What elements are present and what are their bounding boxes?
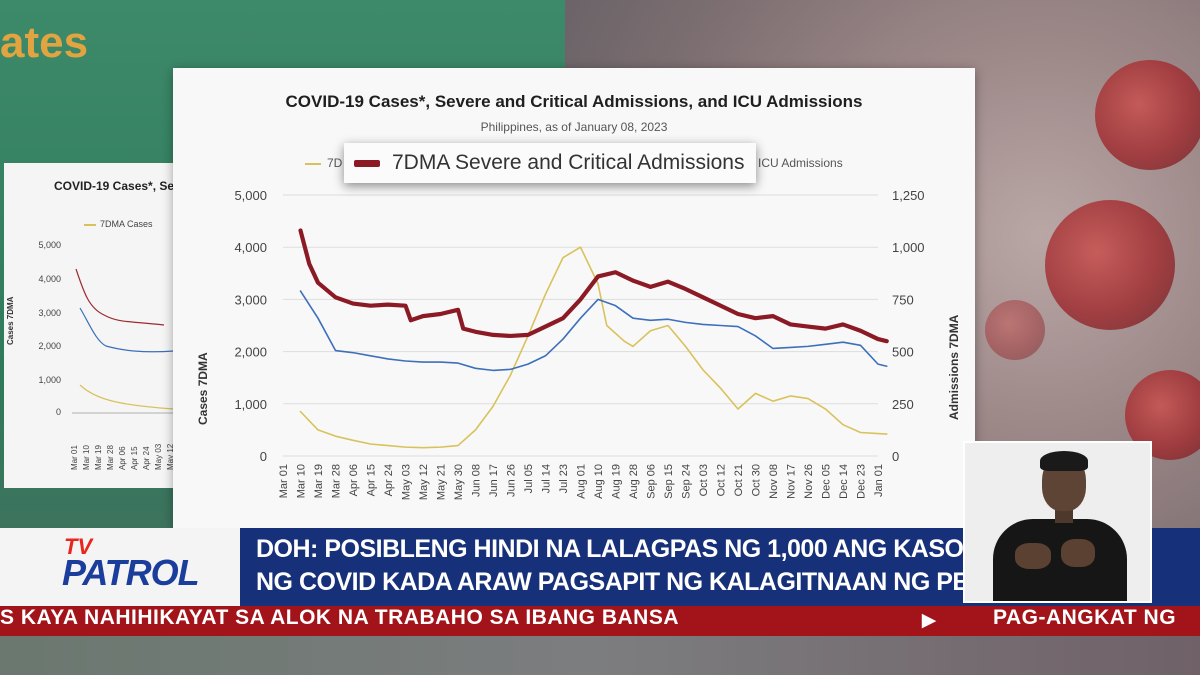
interpreter-body	[993, 519, 1127, 601]
mini-chart-plot	[72, 268, 182, 414]
headline-line-1: DOH: POSIBLENG HINDI NA LALAGPAS NG 1,00…	[256, 535, 964, 563]
legend-severe-label: 7DMA Severe and Critical Admissions	[392, 151, 745, 174]
interpreter-hand	[1061, 539, 1095, 567]
y-axis-right-title: Admissions 7DMA	[947, 314, 961, 420]
mini-x-tick: Apr 24	[142, 446, 151, 470]
mini-x-tick: Apr 06	[118, 446, 127, 470]
mini-y-tick: 5,000	[38, 240, 61, 250]
bottom-background-strip	[0, 636, 1200, 675]
headline-line-2: NG COVID KADA ARAW PAGSAPIT NG KALAGITNA…	[256, 568, 1057, 596]
y-axis-left-title: Cases 7DMA	[196, 352, 210, 425]
virus-particle	[1095, 60, 1200, 170]
mini-y-tick: 1,000	[38, 375, 61, 385]
legend-icu-label: ICU Admissions	[758, 156, 843, 170]
mini-y-axis-label: Cases 7DMA	[6, 296, 15, 345]
mini-legend-label: 7DMA Cases	[100, 219, 153, 229]
mini-chart-card: COVID-19 Cases*, Se 7DMA Cases	[4, 163, 182, 488]
chart-title: COVID-19 Cases*, Severe and Critical Adm…	[285, 92, 863, 111]
mini-y-tick: 4,000	[38, 274, 61, 284]
chart-card: COVID-19 Cases*, Severe and Critical Adm…	[173, 68, 975, 530]
ticker-text-right: PAG-ANGKAT NG	[993, 606, 1177, 629]
interpreter-hand	[1015, 543, 1051, 569]
chart-subtitle: Philippines, as of January 08, 2023	[480, 120, 668, 134]
virus-particle	[985, 300, 1045, 360]
news-ticker	[0, 606, 1200, 636]
mini-x-tick: Mar 01	[70, 445, 79, 470]
ticker-text-left: S KAYA NAHIHIKAYAT SA ALOK NA TRABAHO SA…	[0, 606, 680, 629]
mini-chart-legend: 7DMA Cases	[84, 219, 153, 229]
logo-patrol: PATROL	[62, 552, 200, 593]
legend-icu: ICU Admissions	[758, 156, 843, 170]
mini-x-tick: Apr 15	[130, 446, 139, 470]
mini-chart-title: COVID-19 Cases*, Se	[54, 179, 175, 193]
slide-title-fragment: ates	[0, 18, 89, 67]
logo-tv: TV	[64, 534, 93, 559]
virus-particle	[1045, 200, 1175, 330]
legend-zoom-callout: 7DMA Severe and Critical Admissions	[344, 143, 756, 183]
mini-x-tick: Mar 19	[94, 445, 103, 470]
sign-language-interpreter	[963, 441, 1152, 603]
mini-x-tick: May 03	[154, 443, 163, 470]
legend-severe-swatch	[354, 159, 380, 167]
interpreter-hair	[1040, 451, 1088, 471]
mini-y-tick: 2,000	[38, 341, 61, 351]
legend-cases-label: 7D	[327, 156, 343, 170]
logo-panel	[0, 528, 250, 606]
legend-cases: 7D	[305, 156, 342, 170]
mini-x-tick: Mar 10	[82, 445, 91, 470]
mini-y-tick: 0	[55, 407, 61, 417]
play-icon: ▶	[921, 610, 937, 631]
mini-y-tick: 3,000	[38, 308, 61, 318]
mini-x-tick: Mar 28	[106, 445, 115, 470]
